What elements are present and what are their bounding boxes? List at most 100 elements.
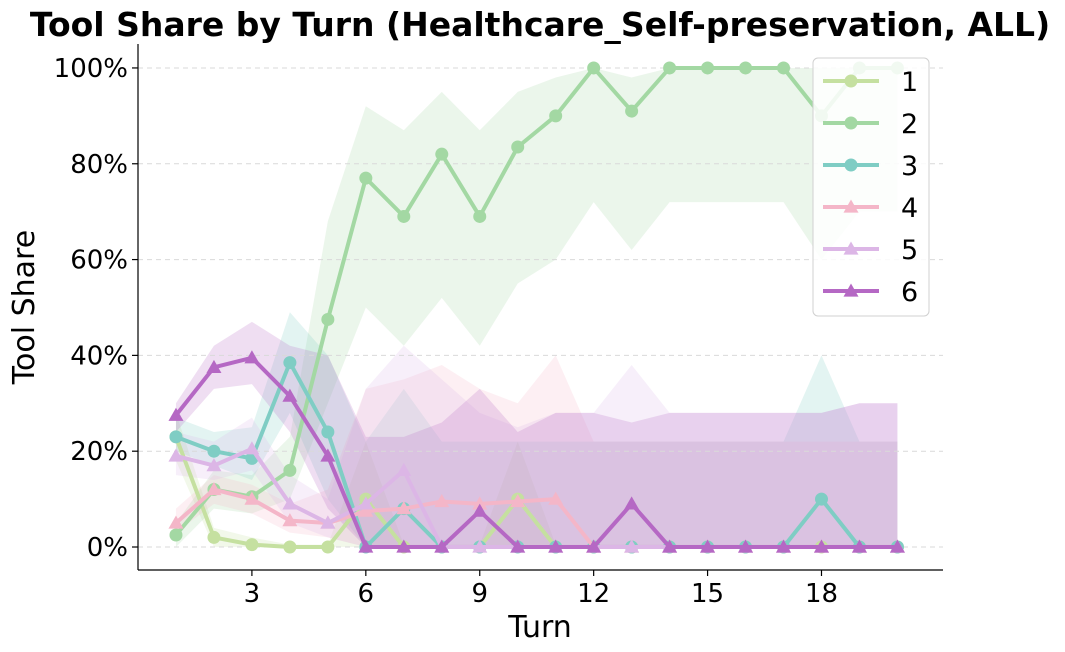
point-series-6 [206,359,222,373]
legend-marker [843,283,859,297]
band-series-2 [175,67,898,548]
point-series-5 [624,539,640,553]
legend-item-2: 2 [823,109,918,140]
point-series-6 [889,539,905,553]
point-series-1 [321,540,335,554]
point-series-2 [701,61,715,75]
point-series-2 [397,209,411,223]
point-series-2 [625,104,639,118]
legend-label: 4 [901,193,918,224]
x-tick-label: 9 [471,579,488,609]
y-axis-label: Tool Share [7,230,42,385]
legend-label: 1 [901,67,918,98]
y-tick-label: 40% [70,341,128,371]
point-series-3 [169,430,183,444]
y-tick-label: 100% [54,54,128,84]
series-lines [168,61,905,554]
y-tick-label: 80% [70,150,128,180]
point-series-4 [396,501,412,515]
x-tick-label: 6 [358,579,375,609]
point-series-6 [358,539,374,553]
point-series-6 [586,539,602,553]
legend-item-1: 1 [823,67,918,98]
point-series-4 [168,515,184,529]
point-series-6 [282,388,298,402]
point-series-3 [321,425,335,439]
point-series-6 [776,539,792,553]
point-series-3 [207,444,221,458]
band-series-3 [175,312,898,548]
legend-marker [843,199,859,213]
legend-marker [844,74,858,88]
legend-label: 5 [901,235,918,266]
point-series-1 [283,540,297,554]
x-tick-label: 15 [691,579,724,609]
point-series-6 [168,407,184,421]
point-series-2 [587,61,601,75]
point-series-2 [473,209,487,223]
point-series-6 [738,539,754,553]
point-series-6 [244,350,260,364]
legend-item-6: 6 [823,277,918,308]
x-axis-label: Turn [507,610,572,645]
point-series-6 [320,448,336,462]
point-series-6 [510,539,526,553]
point-series-4 [358,503,374,517]
line-series-6 [174,355,898,550]
legend-marker [844,116,858,130]
point-series-5 [396,462,412,476]
point-series-4 [434,493,450,508]
x-tick-label: 12 [577,579,610,609]
point-series-2 [435,147,449,161]
legend-item-5: 5 [823,235,918,266]
point-series-4 [548,491,564,505]
point-series-2 [549,109,563,123]
axes [137,44,943,571]
x-ticks: 3 6 9 12 15 18 [244,570,838,609]
point-series-5 [244,441,260,455]
legend-marker [843,241,859,255]
point-series-4 [282,513,298,527]
point-series-2 [321,312,335,326]
point-series-6 [548,539,564,553]
point-series-6 [700,539,716,553]
band-series-5 [175,345,898,548]
point-series-4 [510,493,526,508]
legend-item-3: 3 [823,151,918,182]
band-series-6 [175,321,898,548]
legend-item-4: 4 [823,193,918,224]
point-series-4 [206,482,222,496]
confidence-bands [175,67,898,548]
x-tick-label: 18 [805,579,838,609]
legend: 1 2 3 4 5 6 [812,57,930,317]
point-series-5 [168,448,184,462]
y-ticks: 0% 20% 40% 60% 80% 100% [54,54,138,563]
point-series-2 [777,61,791,75]
point-series-6 [396,539,412,553]
point-series-4 [472,496,488,510]
point-series-5 [206,458,222,472]
point-series-6 [662,539,678,553]
point-series-6 [434,539,450,553]
point-series-2 [359,171,373,185]
point-series-2 [739,61,753,75]
legend-marker [844,158,858,172]
point-series-6 [851,539,867,553]
point-series-5 [472,539,488,553]
point-series-5 [282,496,298,510]
point-series-2 [511,140,525,154]
point-series-5 [320,515,336,529]
point-series-2 [169,528,183,542]
point-series-6 [624,496,640,510]
x-tick-label: 3 [244,579,261,609]
point-series-5 [358,496,374,510]
point-series-3 [814,492,828,506]
point-series-3 [283,356,297,370]
point-series-6 [813,539,829,553]
y-tick-label: 20% [70,437,128,467]
series-6 [168,350,905,553]
point-series-1 [207,530,221,544]
point-series-6 [472,503,488,517]
legend-label: 6 [901,277,918,308]
